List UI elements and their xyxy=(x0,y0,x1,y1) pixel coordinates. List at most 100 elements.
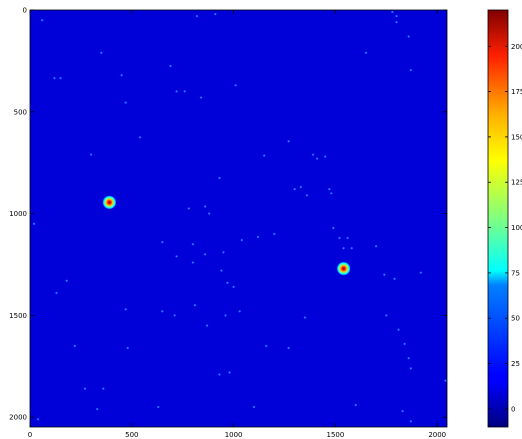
faint-source-54 xyxy=(384,313,388,317)
faint-source-42 xyxy=(160,240,164,244)
faint-source-71 xyxy=(73,344,77,348)
x-tick-label-4: 2000 xyxy=(428,431,446,439)
colorbar-tick-label-6: 150 xyxy=(511,133,522,141)
faint-source-87 xyxy=(337,236,342,240)
faint-source-47 xyxy=(191,260,195,265)
colorbar: 0 25 50 75 100 125 150 175 200 xyxy=(487,9,522,428)
faint-source-48 xyxy=(219,269,223,273)
faint-source-63 xyxy=(173,313,177,317)
faint-source-10 xyxy=(124,101,128,105)
faint-source-27 xyxy=(293,187,297,191)
faint-source-24 xyxy=(315,157,319,161)
faint-source-13 xyxy=(364,51,368,55)
faint-source-45 xyxy=(221,250,225,254)
bright-source-1 xyxy=(102,195,117,210)
faint-source-55 xyxy=(396,328,401,332)
faint-source-36 xyxy=(203,204,207,209)
faint-source-37 xyxy=(207,212,211,216)
faint-source-68 xyxy=(264,344,268,348)
faint-source-59 xyxy=(54,291,59,295)
faint-source-62 xyxy=(160,309,164,313)
faint-source-58 xyxy=(409,366,413,370)
x-tick-label-3: 1500 xyxy=(327,431,345,439)
colorbar-gradient xyxy=(487,9,509,428)
faint-source-20 xyxy=(89,153,93,157)
faint-source-29 xyxy=(305,193,309,197)
faint-source-78 xyxy=(217,372,221,377)
colorbar-tick-label-0: 0 xyxy=(511,405,515,413)
faint-source-53 xyxy=(392,277,397,281)
y-axis: 0 500 1000 1500 2000 xyxy=(9,7,447,422)
faint-source-41 xyxy=(374,244,378,248)
colorbar-tick-label-5: 125 xyxy=(511,179,522,187)
faint-source-82 xyxy=(252,405,256,409)
faint-source-44 xyxy=(203,252,207,256)
faint-source-46 xyxy=(175,254,179,258)
y-tick-label-0: 0 xyxy=(23,7,27,15)
colorbar-tick-label-8: 200 xyxy=(511,43,522,51)
faint-source-84 xyxy=(36,417,40,421)
faint-source-50 xyxy=(232,285,236,289)
faint-source-77 xyxy=(227,370,232,374)
faint-source-18 xyxy=(394,20,399,24)
colorbar-tick-label-3: 75 xyxy=(511,269,520,277)
faint-source-21 xyxy=(262,154,266,158)
faint-source-12 xyxy=(213,12,217,16)
faint-source-34 xyxy=(272,232,276,236)
y-tick-label-1: 500 xyxy=(14,108,27,116)
faint-source-51 xyxy=(382,273,386,277)
faint-source-83 xyxy=(443,379,447,383)
faint-source-39 xyxy=(346,236,350,240)
faint-source-70 xyxy=(303,315,307,320)
faint-source-69 xyxy=(287,346,291,350)
faint-source-4 xyxy=(58,76,63,80)
faint-source-38 xyxy=(331,226,335,230)
faint-source-30 xyxy=(327,187,331,191)
bright-source-2 xyxy=(336,261,351,276)
faint-source-23 xyxy=(311,153,315,157)
faint-source-32 xyxy=(240,238,244,242)
faint-source-26 xyxy=(217,176,221,180)
faint-source-52 xyxy=(419,271,423,275)
faint-source-79 xyxy=(83,387,87,391)
x-tick-label-1: 500 xyxy=(125,431,138,439)
faint-source-74 xyxy=(354,403,358,407)
faint-source-22 xyxy=(287,139,291,143)
faint-source-80 xyxy=(101,387,105,391)
faint-source-1 xyxy=(99,51,103,55)
faint-source-61 xyxy=(124,307,128,311)
faint-source-65 xyxy=(205,324,209,328)
y-tick-label-2: 1000 xyxy=(9,210,27,218)
faint-source-19 xyxy=(138,135,142,139)
faint-source-3 xyxy=(52,76,57,80)
faint-source-17 xyxy=(394,14,399,18)
faint-source-11 xyxy=(195,14,199,18)
faint-source-9 xyxy=(234,83,238,87)
faint-source-15 xyxy=(409,68,413,72)
faint-source-72 xyxy=(126,346,130,350)
faint-source-85 xyxy=(32,222,36,226)
faint-source-0 xyxy=(40,18,44,22)
faint-source-33 xyxy=(256,235,260,239)
faint-source-81 xyxy=(95,407,99,411)
faint-source-7 xyxy=(183,89,187,93)
faint-source-40 xyxy=(350,246,354,250)
x-tick-label-0: 0 xyxy=(28,431,32,439)
faint-source-14 xyxy=(407,34,411,39)
plot-frame xyxy=(29,9,448,428)
faint-source-56 xyxy=(403,342,407,346)
faint-source-86 xyxy=(342,246,346,250)
faint-source-43 xyxy=(191,242,195,246)
faint-source-35 xyxy=(187,206,191,211)
faint-source-2 xyxy=(120,73,124,77)
bright-sources-layer xyxy=(102,195,351,276)
x-axis: 0 500 1000 1500 2000 xyxy=(28,10,446,439)
heatmap-background xyxy=(30,10,447,427)
y-tick-label-3: 1500 xyxy=(9,312,27,320)
colorbar-ticks: 0 25 50 75 100 125 150 175 200 xyxy=(488,43,522,413)
faint-source-57 xyxy=(407,356,411,360)
faint-source-6 xyxy=(175,89,179,93)
x-tick-label-2: 1000 xyxy=(225,431,243,439)
faint-source-76 xyxy=(409,419,413,423)
faint-source-64 xyxy=(193,303,197,307)
